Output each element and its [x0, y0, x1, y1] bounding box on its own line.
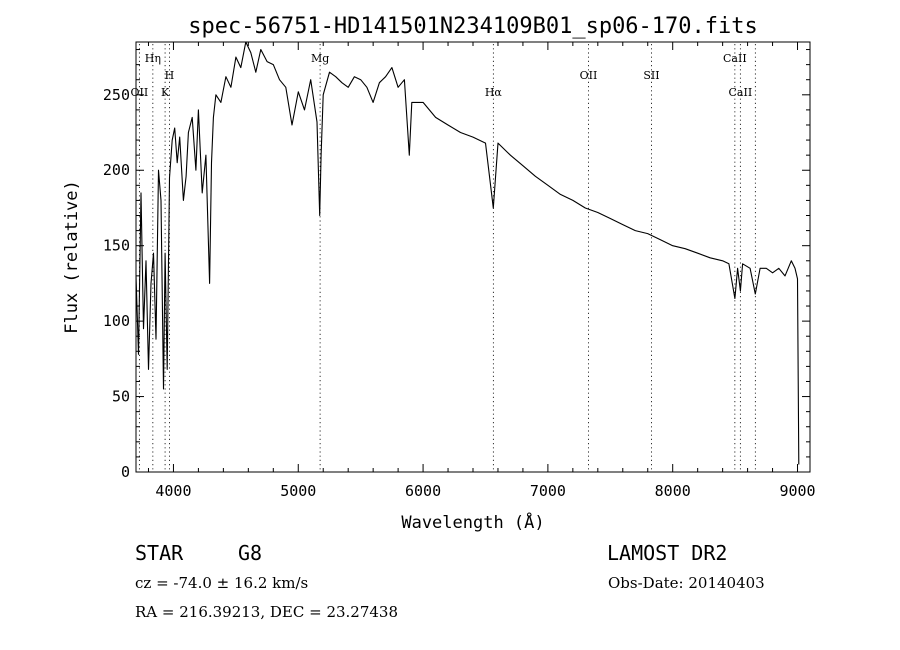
spectral-subclass: G8: [238, 541, 263, 565]
y-tick-label: 200: [103, 161, 130, 179]
observation-date: Obs-Date: 20140403: [608, 574, 765, 592]
spectrum-line: [136, 42, 800, 465]
spectral-line-label: H: [165, 69, 175, 82]
survey-name: LAMOST DR2: [607, 541, 728, 565]
y-tick-label: 0: [121, 463, 130, 481]
spectral-line-label: CaII: [729, 86, 753, 99]
spectral-line-label: OII: [580, 69, 598, 82]
y-tick-label: 100: [103, 312, 130, 330]
chart-title: spec-56751-HD141501N234109B01_sp06-170.f…: [188, 14, 758, 39]
x-tick-label: 8000: [655, 482, 691, 500]
spectral-line-label: Hη: [145, 52, 161, 65]
y-tick-label: 150: [103, 237, 130, 255]
y-tick-label: 50: [112, 388, 130, 406]
x-tick-label: 4000: [155, 482, 191, 500]
spectral-line-label: OII: [131, 86, 149, 99]
x-tick-label: 6000: [405, 482, 441, 500]
x-axis-label: Wavelength (Å): [401, 511, 544, 533]
x-tick-label: 5000: [280, 482, 316, 500]
spectral-line-label: CaII: [723, 52, 747, 65]
redshift-cz: cz = -74.0 ± 16.2 km/s: [135, 574, 309, 592]
y-tick-label: 250: [103, 86, 130, 104]
spectral-line-label: SII: [643, 69, 659, 82]
spectral-line-label: K: [161, 86, 170, 99]
object-type: STAR: [135, 541, 184, 565]
x-tick-label: 9000: [779, 482, 815, 500]
y-axis-label: Flux (relative): [62, 180, 82, 334]
spectral-line-label: Mg: [311, 52, 329, 65]
ra-dec-coordinates: RA = 216.39213, DEC = 23.27438: [135, 603, 399, 621]
x-tick-label: 7000: [530, 482, 566, 500]
spectral-line-label: Hα: [485, 86, 503, 99]
